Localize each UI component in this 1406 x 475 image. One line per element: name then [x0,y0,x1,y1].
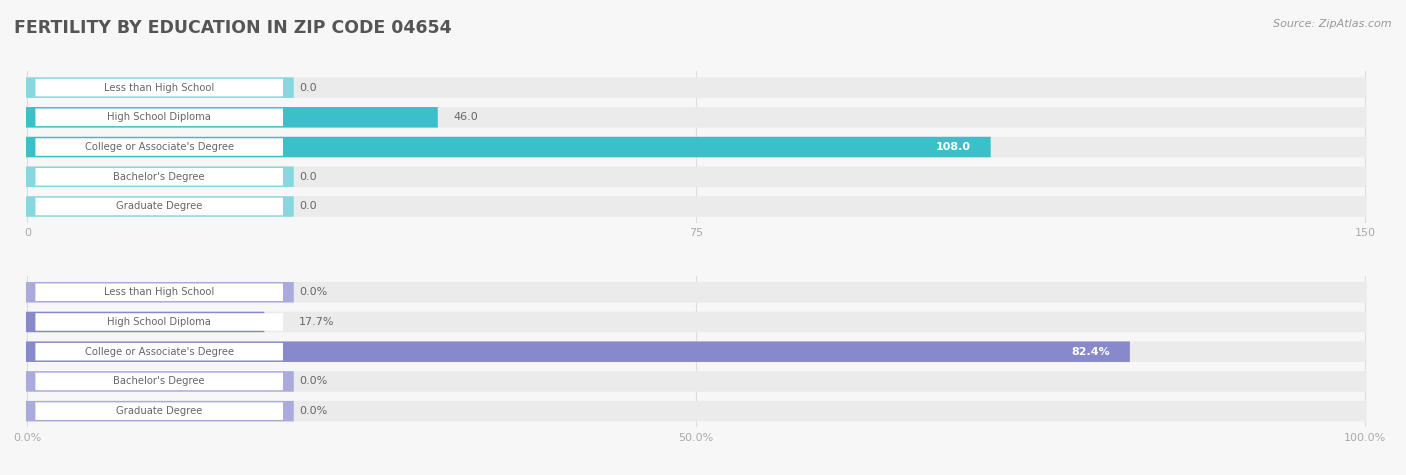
Text: 108.0: 108.0 [935,142,970,152]
FancyBboxPatch shape [35,343,283,361]
FancyBboxPatch shape [25,107,437,128]
FancyBboxPatch shape [25,167,1367,187]
Text: 0.0%: 0.0% [299,376,328,387]
Text: 17.7%: 17.7% [299,317,335,327]
FancyBboxPatch shape [25,137,1367,157]
Text: Bachelor's Degree: Bachelor's Degree [114,172,205,182]
Text: 82.4%: 82.4% [1071,347,1109,357]
FancyBboxPatch shape [35,109,283,126]
FancyBboxPatch shape [35,313,283,331]
FancyBboxPatch shape [25,137,991,157]
FancyBboxPatch shape [25,312,264,332]
FancyBboxPatch shape [25,77,1367,98]
Text: High School Diploma: High School Diploma [107,317,211,327]
Text: College or Associate's Degree: College or Associate's Degree [84,347,233,357]
FancyBboxPatch shape [25,401,294,421]
FancyBboxPatch shape [25,107,1367,128]
FancyBboxPatch shape [35,402,283,420]
Text: Less than High School: Less than High School [104,83,214,93]
Text: College or Associate's Degree: College or Associate's Degree [84,142,233,152]
FancyBboxPatch shape [25,196,294,217]
FancyBboxPatch shape [25,77,294,98]
FancyBboxPatch shape [35,138,283,156]
Text: 0.0: 0.0 [299,201,316,211]
Text: High School Diploma: High School Diploma [107,112,211,123]
FancyBboxPatch shape [25,371,294,392]
FancyBboxPatch shape [35,373,283,390]
Text: 0.0%: 0.0% [299,287,328,297]
FancyBboxPatch shape [25,342,1130,362]
Text: Graduate Degree: Graduate Degree [117,406,202,416]
FancyBboxPatch shape [35,198,283,215]
FancyBboxPatch shape [25,371,1367,392]
FancyBboxPatch shape [25,342,1367,362]
Text: FERTILITY BY EDUCATION IN ZIP CODE 04654: FERTILITY BY EDUCATION IN ZIP CODE 04654 [14,19,451,37]
Text: 0.0: 0.0 [299,172,316,182]
Text: 0.0: 0.0 [299,83,316,93]
FancyBboxPatch shape [25,196,1367,217]
FancyBboxPatch shape [25,167,294,187]
FancyBboxPatch shape [25,401,1367,421]
Text: Source: ZipAtlas.com: Source: ZipAtlas.com [1274,19,1392,29]
FancyBboxPatch shape [25,312,1367,332]
Text: Bachelor's Degree: Bachelor's Degree [114,376,205,387]
Text: 46.0: 46.0 [454,112,478,123]
Text: 0.0%: 0.0% [299,406,328,416]
FancyBboxPatch shape [25,282,1367,303]
FancyBboxPatch shape [35,284,283,301]
Text: Less than High School: Less than High School [104,287,214,297]
FancyBboxPatch shape [35,168,283,186]
Text: Graduate Degree: Graduate Degree [117,201,202,211]
FancyBboxPatch shape [25,282,294,303]
FancyBboxPatch shape [35,79,283,96]
